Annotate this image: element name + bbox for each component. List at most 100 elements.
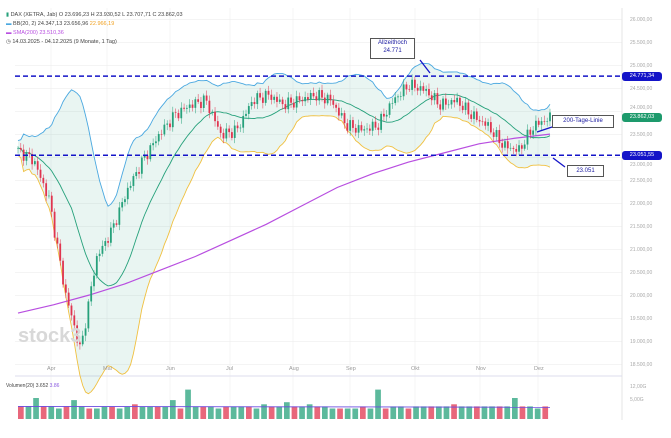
candle xyxy=(98,253,101,257)
candle xyxy=(112,223,115,228)
volume-bar xyxy=(246,406,252,419)
candle xyxy=(354,127,357,133)
candle xyxy=(84,328,87,336)
candle xyxy=(436,93,439,105)
volume-bar xyxy=(542,406,549,419)
candle xyxy=(267,90,270,95)
volume-bar xyxy=(238,406,245,419)
bb-upper-line xyxy=(17,62,551,207)
candle xyxy=(312,92,315,97)
candle xyxy=(149,145,152,160)
candle xyxy=(292,102,295,108)
volume-bar xyxy=(200,406,207,419)
candle xyxy=(498,130,501,144)
volume-bar xyxy=(230,406,237,419)
candle xyxy=(73,315,76,326)
volume-bar xyxy=(534,408,541,419)
candle xyxy=(411,79,413,90)
candle xyxy=(380,113,383,130)
volume-bar xyxy=(56,408,62,419)
candle xyxy=(228,128,231,133)
candle xyxy=(340,113,343,116)
candle xyxy=(281,99,284,105)
last-price-tag: 23.862,03 xyxy=(622,113,662,122)
candle xyxy=(461,105,464,111)
candle xyxy=(208,100,211,114)
candle xyxy=(270,94,273,100)
y-tick-label: 20.000,00 xyxy=(630,292,653,299)
candle xyxy=(163,124,166,135)
volume-bar xyxy=(284,402,290,419)
y-tick-label: 25.500,00 xyxy=(630,39,653,46)
candle xyxy=(36,161,39,170)
volume-bar xyxy=(390,406,397,419)
volume-bar xyxy=(261,404,267,419)
volume-bar xyxy=(527,406,533,419)
volume-bar xyxy=(519,406,526,419)
candle xyxy=(529,129,532,135)
candle xyxy=(31,153,33,165)
candle xyxy=(535,120,537,131)
candle xyxy=(315,96,318,101)
volume-bar xyxy=(154,406,161,419)
candle xyxy=(62,260,64,285)
candle xyxy=(481,121,484,123)
candle xyxy=(489,122,492,133)
candle xyxy=(245,113,247,116)
candle xyxy=(256,93,259,105)
volume-bar xyxy=(40,406,47,419)
volume-bar xyxy=(512,398,518,419)
y-tick-label: 21.500,00 xyxy=(630,223,653,230)
sma-value: SMA(200) 23.510,36 xyxy=(13,30,64,36)
candle xyxy=(19,147,22,150)
legend-range: ◷ 14.03.2025 - 04.12.2025 (9 Monate, 1 T… xyxy=(6,39,117,45)
volume-bar xyxy=(382,408,389,419)
volume-bar xyxy=(268,406,275,419)
volume-bar xyxy=(215,408,222,419)
candle xyxy=(236,125,239,129)
volume-value: 3.86 xyxy=(49,383,60,389)
volume-bar xyxy=(124,406,131,419)
candle xyxy=(444,98,447,105)
candle xyxy=(17,147,19,149)
candle xyxy=(48,195,50,197)
candle xyxy=(295,96,298,108)
candle xyxy=(126,187,129,200)
ath-arrow-icon xyxy=(419,59,431,74)
candle xyxy=(337,107,340,116)
candle xyxy=(231,132,233,138)
candle xyxy=(171,112,174,128)
bb-middle-line xyxy=(17,93,551,287)
volume-legend: Volumen(20) 3.652 3.86 xyxy=(6,383,59,389)
legend-sma: ▬ SMA(200) 23.510,36 xyxy=(6,30,64,36)
candle xyxy=(121,202,124,208)
candle xyxy=(76,325,79,343)
candle xyxy=(276,96,278,102)
candle xyxy=(352,120,354,128)
candle xyxy=(152,143,155,146)
y-tick-label: 24.500,00 xyxy=(630,85,653,92)
volume-bar xyxy=(466,406,473,419)
candle xyxy=(138,172,140,174)
volume-bar xyxy=(458,406,465,419)
x-tick-label: Nov xyxy=(476,366,486,372)
volume-bar xyxy=(299,406,305,419)
candle xyxy=(39,169,42,178)
candle xyxy=(428,88,430,96)
y-tick-label: 19.500,00 xyxy=(630,315,653,322)
candle xyxy=(391,103,394,104)
candle xyxy=(284,104,287,110)
candle xyxy=(109,227,112,243)
candle xyxy=(166,123,169,125)
candle xyxy=(377,127,380,130)
candle xyxy=(298,96,301,101)
volume-bar xyxy=(329,408,336,419)
candle xyxy=(301,100,304,102)
candle xyxy=(307,97,309,100)
candle xyxy=(233,125,236,138)
sma-arrow-icon xyxy=(536,126,553,133)
candle xyxy=(242,115,245,128)
candle xyxy=(197,99,200,102)
